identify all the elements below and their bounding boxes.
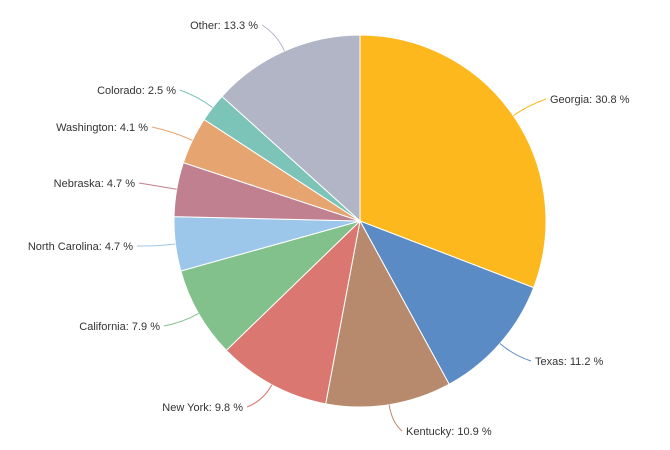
pie-slices [173, 34, 547, 408]
leader-line-nebraska [138, 182, 177, 190]
data-label-kentucky: Kentucky: 10.9 % [406, 426, 492, 438]
data-label-other: Other: 13.3 % [190, 20, 258, 32]
data-label-new-york: New York: 9.8 % [162, 402, 243, 414]
leader-line-colorado [179, 89, 213, 108]
leader-line-new-york [246, 384, 273, 408]
pie-slice-other[interactable] [221, 34, 361, 223]
data-label-north-carolina: North Carolina: 4.7 % [28, 241, 133, 253]
leader-line-other [261, 24, 285, 52]
pie-labels: Georgia: 30.8 % Texas: 11.2 % Kentucky: 10… [28, 20, 630, 438]
leader-line-texas [499, 343, 532, 362]
pie-slice-california[interactable] [180, 220, 361, 352]
leader-line-kentucky [388, 404, 403, 432]
data-label-california: California: 7.9 % [79, 321, 160, 333]
data-label-georgia: Georgia: 30.8 % [550, 94, 630, 106]
leader-line-georgia [512, 98, 547, 117]
pie-slice-new-york[interactable] [225, 219, 361, 405]
leader-line-washington [151, 126, 193, 141]
data-label-nebraska: Nebraska: 4.7 % [54, 178, 136, 190]
leader-line-california [163, 313, 199, 327]
data-label-washington: Washington: 4.1 % [56, 122, 148, 134]
data-label-colorado: Colorado: 2.5 % [97, 85, 176, 97]
data-label-texas: Texas: 11.2 % [535, 356, 603, 368]
pie-slice-kentucky[interactable] [325, 219, 450, 408]
leader-line-north-carolina [136, 243, 176, 247]
